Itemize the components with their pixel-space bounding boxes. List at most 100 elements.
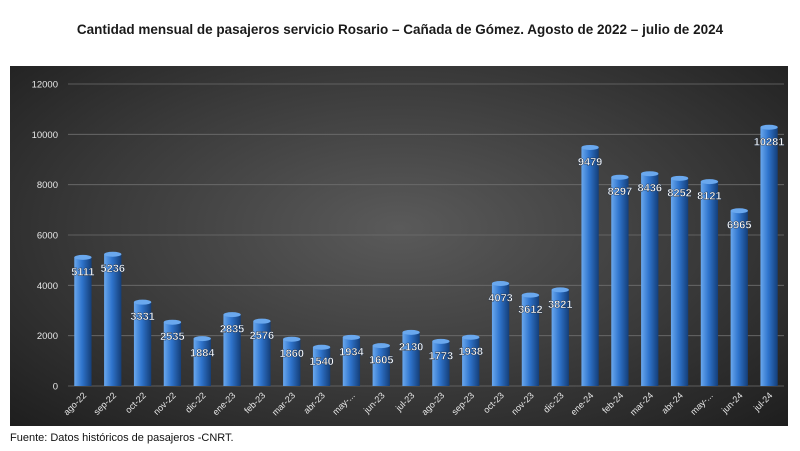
- bar-cap: [730, 208, 748, 214]
- x-tick-label: feb-24: [600, 390, 625, 415]
- bar-cap: [432, 338, 450, 344]
- data-label: 3821: [548, 299, 572, 311]
- x-tick-label: ene-24: [569, 390, 596, 417]
- x-tick-label: dic-23: [541, 390, 565, 414]
- data-label: 8252: [667, 187, 691, 199]
- x-tick-label: jun-24: [719, 390, 744, 415]
- y-tick-label: 12000: [32, 80, 58, 91]
- data-label: 1605: [369, 355, 393, 367]
- bar-cap: [253, 318, 271, 324]
- bar-cap: [700, 179, 719, 185]
- bar-dic-22: [193, 338, 211, 386]
- data-label: 8121: [697, 191, 721, 203]
- x-tick-label: oct-23: [481, 390, 506, 415]
- data-label: 1860: [280, 348, 304, 360]
- plot-area: 5111 5236 3331 2535 1884 2835 2576 1860 1540 1934…: [10, 66, 788, 426]
- bar-cap: [163, 319, 182, 325]
- data-label: 5111: [71, 266, 94, 278]
- bar-dic-23: [551, 289, 569, 386]
- bar-cap: [581, 144, 599, 150]
- bar-nov-23: [521, 295, 540, 386]
- x-tick-label: abr-23: [302, 390, 327, 415]
- data-label: 1884: [190, 348, 215, 360]
- data-label: 10281: [754, 136, 785, 148]
- data-label: 3331: [130, 311, 154, 323]
- x-tick-label: ene-23: [211, 390, 238, 417]
- data-label: 2535: [160, 331, 184, 343]
- bar-cap: [312, 344, 331, 350]
- data-label: 3612: [518, 304, 542, 316]
- data-label: 1540: [309, 356, 333, 368]
- x-tick-label: jul-24: [751, 390, 774, 413]
- x-tick-label: sep-22: [92, 390, 119, 417]
- bar-cap: [372, 343, 390, 349]
- x-tick-label: jun-23: [361, 390, 386, 415]
- bar-mar-24: [641, 173, 659, 386]
- bar-oct-23: [491, 283, 510, 386]
- y-tick-label: 10000: [32, 130, 58, 141]
- data-label: 1934: [339, 346, 364, 358]
- bar-cap: [611, 174, 629, 180]
- x-tick-label: sep-23: [450, 390, 477, 417]
- bar-ene-24: [581, 147, 599, 386]
- x-tick-label: nov-22: [151, 390, 178, 417]
- bar-cap: [491, 280, 510, 286]
- y-tick-label: 6000: [37, 231, 58, 242]
- bar-sep-23: [462, 337, 480, 386]
- data-label: 1938: [459, 346, 483, 358]
- y-tick-label: 8000: [37, 180, 58, 191]
- bar-cap: [133, 299, 152, 305]
- bar-cap: [402, 329, 420, 335]
- bar-jul-24: [760, 127, 778, 386]
- bar-ago-23: [432, 341, 450, 386]
- data-label: 1773: [429, 350, 453, 362]
- data-label: 5236: [101, 263, 125, 275]
- x-tick-label: ago-22: [61, 390, 88, 417]
- data-label: 8436: [638, 183, 662, 195]
- chart-title: Cantidad mensual de pasajeros servicio R…: [76, 22, 724, 37]
- bar-cap: [462, 334, 480, 340]
- data-label: 2130: [399, 341, 423, 353]
- x-tick-label: mar-24: [628, 390, 655, 417]
- bar-cap: [104, 251, 122, 257]
- bar-cap: [551, 287, 569, 293]
- bar-abr-23: [312, 347, 331, 386]
- bar-cap: [223, 312, 241, 318]
- bar-jun-23: [372, 345, 390, 386]
- x-tick-label: jul-23: [393, 390, 416, 413]
- bar-jun-24: [730, 210, 748, 386]
- bar-cap: [521, 292, 540, 298]
- x-tick-label: feb-23: [242, 390, 267, 415]
- y-tick-label: 4000: [37, 281, 58, 292]
- data-label: 4073: [488, 292, 512, 304]
- y-tick-label: 2000: [37, 331, 58, 342]
- x-tick-label: may-...: [688, 390, 715, 417]
- y-tick-label: 0: [53, 382, 58, 393]
- x-tick-label: abr-24: [660, 390, 685, 415]
- bar-jul-23: [402, 332, 420, 386]
- x-tick-label: oct-22: [123, 390, 148, 415]
- bar-cap: [641, 171, 659, 177]
- bar-ene-23: [223, 314, 241, 386]
- bar-cap: [283, 336, 301, 342]
- bar-nov-22: [163, 322, 182, 386]
- x-tick-label: may-...: [330, 390, 357, 417]
- bar-abr-24: [670, 178, 689, 386]
- data-label: 2835: [220, 324, 244, 336]
- data-label: 6965: [727, 220, 751, 232]
- data-label: 8297: [608, 186, 632, 198]
- bar-feb-24: [611, 177, 629, 386]
- data-label: 9479: [578, 156, 602, 168]
- source-note: Fuente: Datos históricos de pasajeros -C…: [10, 432, 234, 444]
- x-tick-label: mar-23: [270, 390, 297, 417]
- bar-chart: 5111 5236 3331 2535 1884 2835 2576 1860 1540 1934…: [32, 80, 785, 418]
- bar-feb-23: [253, 321, 271, 386]
- bar-cap: [193, 336, 211, 342]
- x-tick-label: dic-22: [183, 390, 207, 414]
- bar-cap: [342, 334, 361, 340]
- bar-cap: [670, 175, 689, 181]
- bar-mar-23: [283, 339, 301, 386]
- bar-may-...: [342, 337, 361, 386]
- bar-oct-22: [133, 302, 152, 386]
- bar-ago-22: [74, 257, 92, 386]
